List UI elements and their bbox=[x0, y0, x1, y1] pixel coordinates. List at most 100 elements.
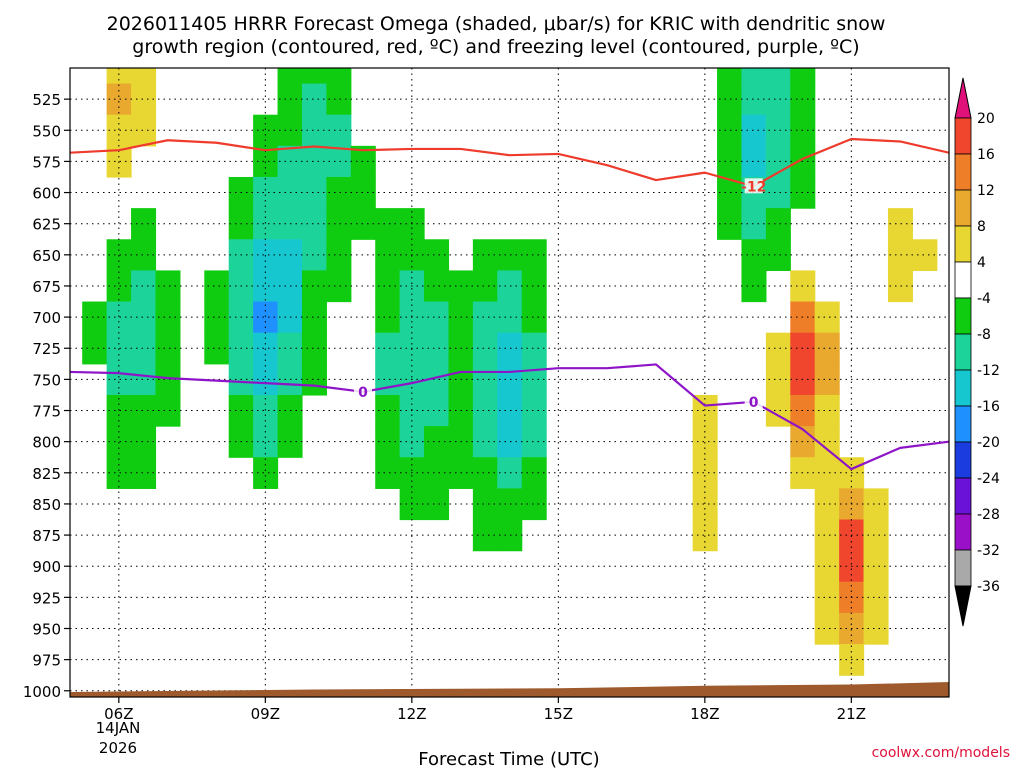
title-line: 2026011405 HRRR Forecast Omega (shaded, … bbox=[107, 13, 886, 35]
y-tick-label: 875 bbox=[32, 527, 61, 545]
omega-cell bbox=[301, 363, 327, 396]
colorbar-label: -8 bbox=[977, 327, 991, 343]
y-tick-label: 800 bbox=[32, 434, 61, 452]
y-tick-label: 900 bbox=[32, 558, 61, 576]
y-tick-label: 775 bbox=[32, 403, 61, 421]
omega-cell bbox=[106, 83, 132, 116]
omega-cell bbox=[765, 208, 791, 240]
plot-frame bbox=[69, 67, 950, 698]
omega-cell bbox=[326, 176, 352, 209]
y-tick-label: 650 bbox=[32, 247, 61, 265]
omega-cell bbox=[741, 145, 767, 178]
colorbar: 20 16 12 8 4 -4 -8 -12 -16 -20 -24 -28 -32 -36 bbox=[954, 77, 1000, 627]
omega-cell bbox=[106, 363, 132, 396]
colorbar-label: -32 bbox=[977, 543, 1000, 559]
contour-label-bg bbox=[354, 383, 372, 399]
x-axis-title: Forecast Time (UTC) bbox=[418, 749, 599, 768]
credit-text: coolwx.com/models bbox=[872, 745, 1010, 761]
colorbar-swatch bbox=[954, 189, 972, 227]
omega-cell bbox=[326, 114, 352, 147]
omega-cell bbox=[497, 332, 523, 365]
y-tick-label: 850 bbox=[32, 496, 61, 514]
x-tick-label: 06Z bbox=[104, 705, 133, 723]
omega-cell bbox=[765, 239, 791, 272]
colorbar-max-arrow bbox=[954, 77, 972, 119]
colorbar-label: 4 bbox=[977, 255, 986, 271]
colorbar-swatch bbox=[954, 549, 972, 587]
y-tick-label: 1000 bbox=[23, 683, 61, 701]
colorbar-label: -36 bbox=[977, 579, 1000, 595]
omega-cell bbox=[277, 68, 303, 85]
colorbar-swatch bbox=[954, 333, 972, 371]
omega-cell bbox=[350, 208, 376, 240]
y-tick-label: 525 bbox=[32, 91, 61, 109]
omega-cell bbox=[131, 83, 157, 116]
y-tick-label: 700 bbox=[32, 309, 61, 327]
omega-cell bbox=[106, 301, 132, 334]
omega-cell bbox=[301, 114, 327, 147]
colorbar-min-arrow bbox=[954, 585, 972, 627]
omega-cell bbox=[887, 208, 913, 240]
x-date-label: 2026 bbox=[99, 739, 137, 757]
colorbar-swatch bbox=[954, 369, 972, 407]
omega-cell bbox=[106, 270, 132, 303]
omega-cell bbox=[350, 176, 376, 209]
contour-label-bg bbox=[744, 393, 763, 409]
omega-cell bbox=[301, 332, 327, 365]
omega-cell bbox=[301, 145, 327, 178]
omega-cell bbox=[765, 68, 791, 85]
omega-cell bbox=[765, 332, 791, 365]
colorbar-label: -12 bbox=[977, 363, 1000, 379]
y-tick-label: 575 bbox=[32, 153, 61, 171]
omega-cell bbox=[131, 68, 157, 85]
contour-label: -12 bbox=[741, 179, 766, 195]
omega-cell bbox=[717, 83, 743, 116]
colorbar-swatch bbox=[954, 297, 972, 335]
omega-cell bbox=[765, 83, 791, 116]
omega-cell bbox=[301, 301, 327, 334]
omega-cell bbox=[717, 114, 743, 147]
omega-cell bbox=[521, 488, 547, 521]
x-tick-label: 15Z bbox=[544, 705, 573, 723]
omega-cell bbox=[692, 457, 718, 489]
omega-cell bbox=[326, 208, 352, 240]
x-tick-label: 18Z bbox=[690, 705, 719, 723]
omega-cell bbox=[131, 270, 157, 303]
omega-cell bbox=[741, 208, 767, 240]
omega-cell bbox=[741, 83, 767, 116]
omega-cell bbox=[131, 114, 157, 147]
y-tick-label: 750 bbox=[32, 371, 61, 389]
omega-cell bbox=[155, 332, 181, 365]
omega-field bbox=[82, 68, 938, 676]
omega-cell bbox=[741, 68, 767, 85]
omega-cell bbox=[741, 114, 767, 147]
omega-cell bbox=[326, 83, 352, 116]
x-tick-label: 21Z bbox=[837, 705, 866, 723]
omega-cell bbox=[497, 426, 523, 458]
colorbar-swatch bbox=[954, 261, 972, 299]
omega-cell bbox=[765, 176, 791, 209]
omega-cell bbox=[301, 239, 327, 272]
x-axis: 14JAN 2026 06Z 09Z 12Z 15Z 18Z 21Z bbox=[96, 697, 866, 757]
contours: -12 0 0 bbox=[70, 137, 949, 471]
chart-title: 2026011405 HRRR Forecast Omega (shaded, … bbox=[107, 13, 886, 58]
omega-cell bbox=[106, 114, 132, 147]
colorbar-swatch bbox=[954, 405, 972, 443]
omega-cell bbox=[521, 426, 547, 458]
colorbar-swatch bbox=[954, 477, 972, 515]
grid bbox=[70, 68, 949, 697]
x-tick-label: 12Z bbox=[397, 705, 426, 723]
y-tick-label: 675 bbox=[32, 278, 61, 296]
colorbar-label: -20 bbox=[977, 435, 1000, 451]
colorbar-swatch bbox=[954, 225, 972, 263]
colorbar-swatch bbox=[954, 117, 972, 155]
omega-cell bbox=[106, 68, 132, 85]
y-tick-label: 725 bbox=[32, 340, 61, 358]
colorbar-label: 20 bbox=[977, 111, 995, 127]
omega-cell bbox=[497, 363, 523, 396]
colorbar-label: 12 bbox=[977, 183, 995, 199]
omega-cell bbox=[131, 426, 157, 458]
omega-cell bbox=[131, 394, 157, 427]
omega-cell bbox=[497, 394, 523, 427]
